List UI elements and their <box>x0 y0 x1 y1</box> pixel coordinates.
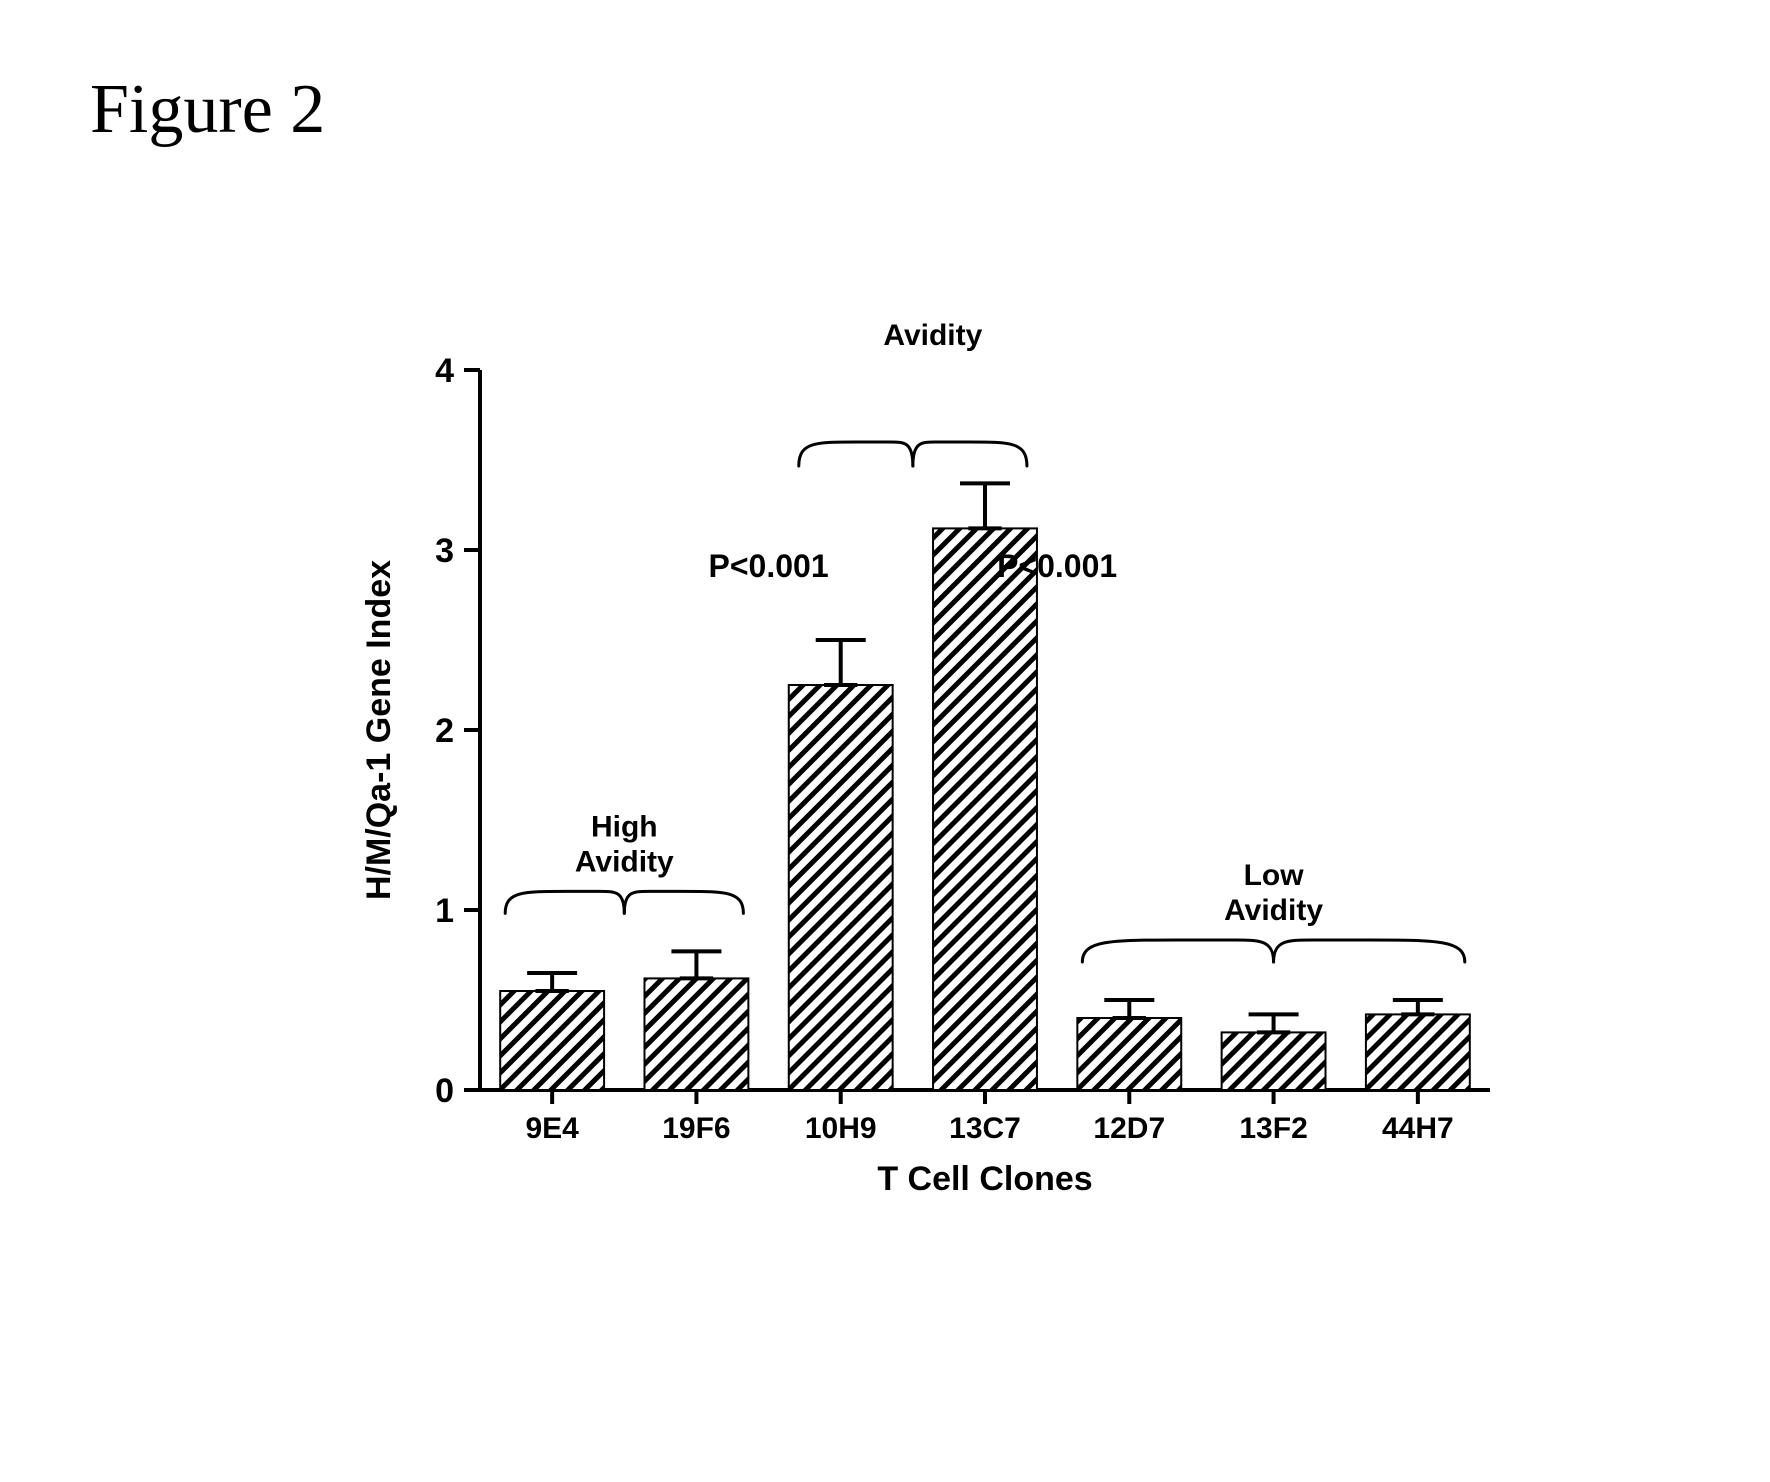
chart-svg: 0 1 2 3 4 H/M/Qa-1 Gene Index 9E4 19F6 10H9 13C7 1… <box>350 320 1550 1320</box>
svg-text:9E4: 9E4 <box>525 1112 579 1145</box>
svg-text:10H9: 10H9 <box>805 1112 877 1145</box>
svg-text:2: 2 <box>435 712 454 750</box>
svg-text:Low: Low <box>1244 859 1305 892</box>
bar-9E4 <box>500 991 604 1090</box>
bar-13C7 <box>933 528 1037 1090</box>
figure-title: Figure 2 <box>90 70 325 150</box>
p-value-label: P<0.001 <box>997 548 1117 584</box>
svg-text:Avidity: Avidity <box>1224 894 1323 927</box>
svg-text:19F6: 19F6 <box>662 1112 730 1145</box>
svg-text:High: High <box>591 810 658 843</box>
svg-text:H/M/Qa-1 Gene Index: H/M/Qa-1 Gene Index <box>360 560 398 900</box>
svg-text:Avidity: Avidity <box>575 845 674 878</box>
svg-text:4: 4 <box>435 352 454 390</box>
page: Figure 2 0 1 2 3 4 H/M/Qa-1 Gene Index 9E4 19F6… <box>0 0 1770 1482</box>
svg-text:44H7: 44H7 <box>1382 1112 1454 1145</box>
svg-text:13C7: 13C7 <box>949 1112 1021 1145</box>
bar-19F6 <box>644 978 748 1090</box>
svg-text:Avidity: Avidity <box>883 320 982 352</box>
svg-text:12D7: 12D7 <box>1093 1112 1165 1145</box>
svg-text:3: 3 <box>435 532 454 570</box>
p-value-label: P<0.001 <box>709 548 829 584</box>
bar-13F2 <box>1222 1032 1326 1090</box>
bar-44H7 <box>1366 1014 1470 1090</box>
svg-text:T Cell Clones: T Cell Clones <box>877 1160 1092 1198</box>
bar-12D7 <box>1077 1018 1181 1090</box>
svg-text:1: 1 <box>435 892 454 930</box>
svg-text:0: 0 <box>435 1072 454 1110</box>
bar-chart: 0 1 2 3 4 H/M/Qa-1 Gene Index 9E4 19F6 10H9 13C7 1… <box>350 320 1550 1320</box>
bar-10H9 <box>789 685 893 1090</box>
svg-text:13F2: 13F2 <box>1239 1112 1307 1145</box>
